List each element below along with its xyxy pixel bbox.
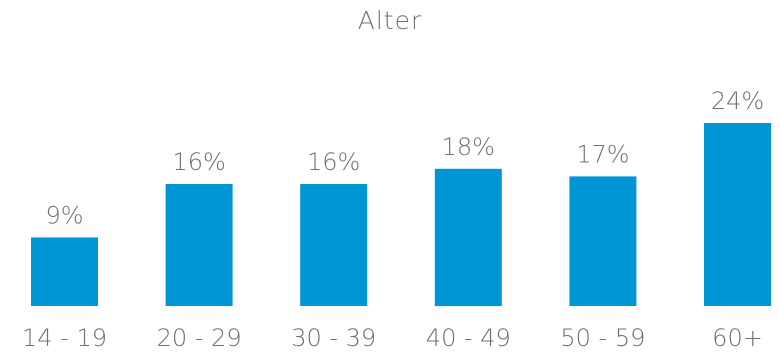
bar-4 [434, 168, 502, 307]
x-tick-label-2: 20 - 29 [157, 324, 242, 352]
x-tick-label-3: 30 - 39 [291, 324, 376, 352]
x-tick-label-5: 50 - 59 [560, 324, 645, 352]
x-tick-label-6: 60+ [712, 324, 763, 352]
x-tick-label-4: 40 - 49 [426, 324, 511, 352]
value-label-3: 16% [307, 148, 360, 176]
value-labels-group: 9% 16% 16% 18% 17% 24% [45, 87, 764, 229]
bars-group [31, 123, 771, 307]
value-label-5: 17% [576, 140, 629, 168]
x-tick-labels-group: 14 - 19 20 - 29 30 - 39 40 - 49 50 - 59 60+ [22, 324, 763, 352]
value-label-2: 16% [172, 148, 225, 176]
value-label-4: 18% [442, 133, 495, 161]
bar-2 [165, 184, 233, 306]
bar-5 [569, 176, 637, 306]
x-tick-label-1: 14 - 19 [22, 324, 107, 352]
bar-1 [31, 237, 98, 306]
chart-title: Alter [357, 6, 423, 35]
bar-3 [300, 184, 368, 306]
value-label-6: 24% [711, 87, 764, 115]
value-label-1: 9% [45, 201, 83, 229]
bar-6 [704, 123, 771, 306]
